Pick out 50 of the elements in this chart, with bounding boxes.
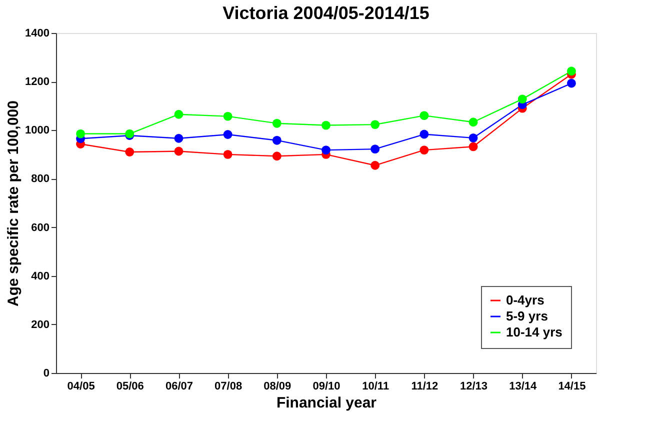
y-tick-label: 400 (31, 270, 50, 282)
point (76, 129, 86, 138)
point (272, 118, 282, 128)
x-tick-label: 10/11 (362, 380, 390, 392)
point (566, 66, 576, 76)
point (223, 112, 232, 121)
x-axis-title: Financial year (276, 394, 377, 412)
y-tick-label: 800 (31, 173, 50, 186)
point (566, 78, 576, 88)
y-axis-title: Age specific rate per 100,000 (5, 100, 22, 306)
point (272, 136, 282, 145)
point (174, 110, 184, 119)
x-tick-label: 12/13 (460, 380, 488, 392)
point (223, 150, 232, 159)
point (223, 130, 232, 139)
x-tick-label: 09/10 (312, 380, 340, 392)
point (322, 146, 330, 155)
point (125, 148, 134, 156)
x-tick-label: 04/05 (67, 380, 95, 392)
legend-label: 10-14 yrs (506, 324, 562, 340)
point (174, 146, 184, 156)
point (370, 144, 380, 154)
legend-label: 5-9 yrs (506, 308, 548, 324)
point (420, 111, 429, 120)
point (322, 120, 330, 130)
y-tick-label: 1400 (25, 28, 50, 40)
x-tick-label: 11/12 (411, 380, 438, 392)
x-tick-label: 13/14 (509, 380, 538, 392)
chart-title: Victoria 2004/05-2014/15 (222, 3, 430, 23)
point (272, 152, 282, 161)
y-tick-label: 1200 (25, 76, 50, 88)
point (174, 134, 184, 143)
point (518, 94, 527, 104)
y-tick-label: 1000 (25, 124, 50, 137)
y-tick-label: 200 (31, 318, 50, 331)
point (420, 130, 429, 139)
x-tick-label: 08/09 (264, 380, 292, 392)
point (468, 142, 478, 152)
y-tick-label: 600 (31, 222, 50, 234)
x-tick-label: 05/06 (116, 380, 144, 392)
x-tick-label: 07/08 (214, 380, 242, 392)
point (468, 118, 478, 127)
point (370, 120, 380, 130)
legend-label: 0-4yrs (506, 292, 544, 308)
point (468, 133, 478, 142)
y-tick-label: 0 (43, 368, 50, 380)
x-tick-label: 14/15 (558, 380, 586, 392)
point (370, 160, 380, 170)
point (420, 146, 429, 155)
x-tick-label: 06/07 (165, 380, 193, 392)
